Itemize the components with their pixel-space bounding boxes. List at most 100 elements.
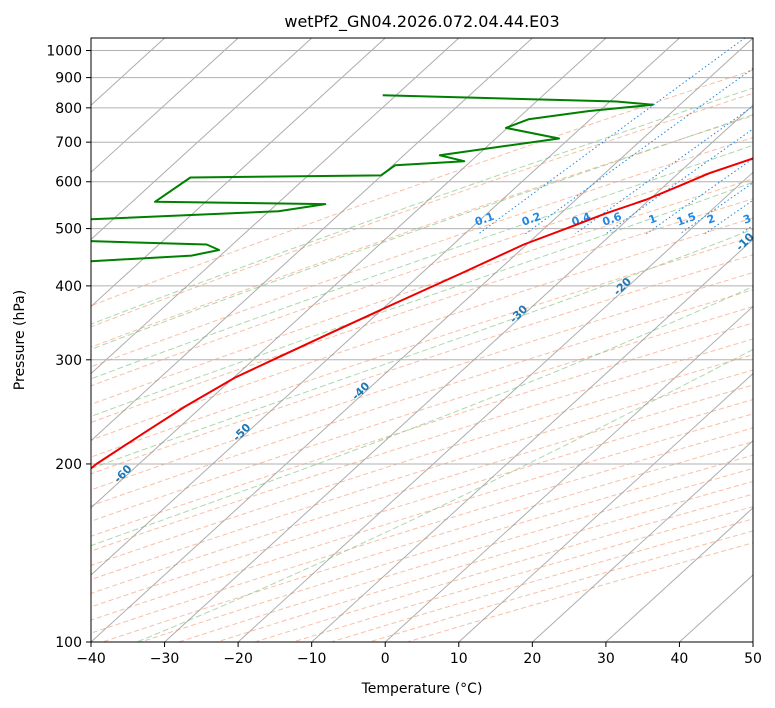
dry-adiabat-line — [91, 271, 753, 491]
isotherm-line — [384, 305, 753, 642]
x-tick-label: −30 — [150, 651, 180, 667]
dry-adiabat-line — [91, 115, 753, 348]
isotherm-line — [91, 38, 607, 509]
mixing-ratio-label: 3 — [741, 212, 753, 227]
x-tick-label: 30 — [597, 651, 615, 667]
isotherm-label: -30 — [507, 302, 530, 325]
dry-adiabat-line — [91, 69, 753, 307]
dry-adiabat-line — [91, 92, 753, 328]
mixing-ratio-line — [704, 199, 753, 235]
mixing-ratio-label: 0.2 — [520, 210, 543, 229]
y-tick-label: 700 — [55, 135, 82, 151]
dry-adiabats — [91, 69, 753, 642]
isotherm-line — [163, 104, 753, 642]
dry-adiabat-line — [91, 217, 753, 441]
moist-adiabat-line — [91, 87, 753, 325]
plot-area: -100-90-80-70-60-50-40-30-20-10010203040… — [0, 36, 775, 642]
y-tick-label: 200 — [55, 457, 82, 473]
isotherm-label: -20 — [611, 275, 634, 298]
dry-adiabat-line — [91, 236, 753, 458]
x-tick-label: 20 — [523, 651, 541, 667]
x-tick-label: −20 — [223, 651, 253, 667]
y-tick-label: 300 — [55, 353, 82, 369]
dry-adiabat-line — [91, 413, 753, 621]
x-tick-label: −40 — [76, 651, 106, 667]
x-tick-label: 40 — [671, 651, 689, 667]
x-axis-label: Temperature (°C) — [361, 681, 483, 697]
y-tick-label: 100 — [55, 635, 82, 651]
dry-adiabat-line — [100, 441, 753, 642]
y-axis-label: Pressure (hPa) — [12, 290, 28, 390]
moist-adiabat-line — [91, 114, 753, 350]
isotherm-line — [678, 574, 753, 642]
isotherm-line — [91, 38, 753, 642]
isotherm-line — [605, 507, 753, 642]
mixing-ratio-labels: 0.10.20.40.611.52346810131620253036 — [473, 210, 775, 229]
isotherm-line — [91, 38, 681, 576]
isotherm-line — [91, 38, 239, 173]
dry-adiabat-line — [91, 384, 753, 594]
dry-adiabat-line — [139, 454, 753, 642]
dry-adiabat-line — [91, 289, 753, 507]
dry-adiabat-line — [91, 338, 753, 552]
x-tick-label: 50 — [744, 651, 762, 667]
isotherm-line — [91, 38, 534, 442]
isotherm-line — [237, 171, 753, 642]
mixing-ratio-line — [525, 67, 753, 235]
mixing-ratio-lines — [478, 36, 775, 235]
dry-adiabat-line — [91, 427, 753, 634]
moist-adiabats — [91, 87, 753, 642]
dry-adiabat-line — [91, 157, 753, 387]
chart-title: wetPf2_GN04.2026.072.04.44.E03 — [284, 12, 559, 32]
x-axis-ticks: −40 −30 −20 −10 0 10 20 30 40 50 — [76, 642, 762, 667]
isotherm-line — [310, 238, 753, 642]
mixing-ratio-label: 1 — [647, 212, 659, 227]
dry-adiabat-line — [91, 178, 753, 405]
isotherms — [91, 38, 753, 642]
temperature-line — [91, 157, 753, 470]
mixing-ratio-line — [574, 105, 753, 235]
mixing-ratio-label: 0.1 — [473, 210, 496, 229]
x-tick-label: 10 — [450, 651, 468, 667]
isotherm-line — [531, 440, 753, 642]
mixing-ratio-label: 4 — [768, 212, 775, 227]
mixing-ratio-line — [478, 38, 746, 235]
isotherm-line — [458, 372, 753, 642]
x-tick-label: 0 — [381, 651, 390, 667]
mixing-ratio-line — [740, 224, 753, 235]
y-tick-label: 400 — [55, 279, 82, 295]
dry-adiabat-line — [91, 369, 753, 581]
y-tick-label: 500 — [55, 222, 82, 238]
mixing-ratio-line — [679, 182, 753, 235]
plot-frame — [90, 37, 754, 643]
isotherm-label: -70 — [0, 503, 16, 526]
dry-adiabat-line — [253, 493, 753, 642]
dry-adiabat-line — [91, 136, 753, 368]
dry-adiabat-line — [91, 399, 753, 608]
mixing-ratio-line — [605, 128, 753, 235]
y-tick-label: 900 — [55, 71, 82, 87]
mixing-ratio-label: 2 — [705, 212, 717, 227]
mixing-ratio-label: 0.6 — [601, 210, 624, 229]
moist-adiabat-line — [91, 181, 753, 417]
dry-adiabat-line — [91, 354, 753, 566]
mixing-ratio-line — [767, 36, 775, 234]
y-tick-label: 1000 — [46, 44, 82, 60]
sounding-series — [91, 94, 753, 470]
y-tick-label: 800 — [55, 101, 82, 117]
dewpoint-line — [91, 94, 654, 263]
y-tick-label: 600 — [55, 175, 82, 191]
y-axis-ticks: 100 200 300 400 500 600 700 800 900 1000 — [46, 44, 91, 651]
isotherm-line — [91, 38, 313, 241]
mixing-ratio-line — [646, 158, 753, 235]
isotherm-line — [91, 38, 386, 308]
x-tick-label: −10 — [297, 651, 327, 667]
moist-adiabat-line — [91, 286, 753, 547]
moist-adiabat-line — [91, 228, 753, 470]
dry-adiabat-line — [91, 322, 753, 537]
dry-adiabat-line — [91, 305, 753, 522]
mixing-ratio-label: 1.5 — [675, 210, 698, 229]
pressure-gridlines — [91, 50, 753, 642]
